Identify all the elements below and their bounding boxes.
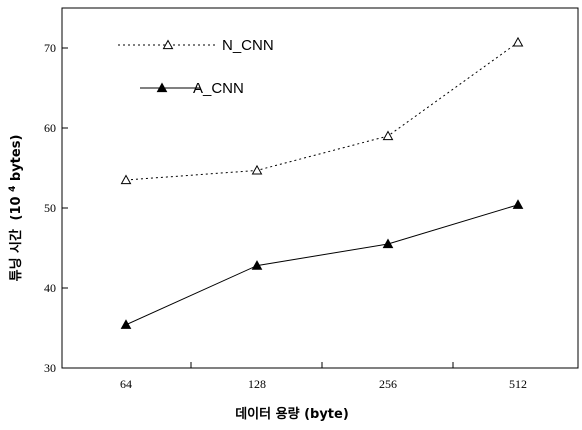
x-ticks: 64 128 256 512: [61, 362, 579, 391]
data-point: [251, 164, 263, 175]
data-point: [512, 199, 524, 209]
series-a-cnn: [120, 199, 524, 329]
data-point: [382, 238, 394, 249]
series-line: [125, 204, 519, 326]
y-axis-title-unit-prefix: (10: [9, 196, 24, 220]
y-tick-label: 30: [44, 361, 56, 375]
y-tick-label: 50: [44, 201, 56, 215]
axes: [61, 7, 579, 369]
y-ticks: 30 40 50 60 70: [44, 41, 68, 375]
legend: N_CNN A_CNN: [118, 37, 274, 97]
y-tick-label: 40: [44, 281, 56, 295]
data-point: [512, 36, 524, 47]
plot-frame: [61, 7, 579, 369]
series-layer: [120, 36, 524, 329]
series-line: [125, 41, 519, 181]
x-tick-label: 128: [248, 377, 266, 391]
data-point: [120, 319, 132, 329]
x-tick-label: 64: [120, 377, 132, 391]
y-axis-title-unit-suffix: bytes): [9, 135, 24, 182]
data-point: [382, 130, 394, 141]
data-point: [120, 174, 132, 185]
y-axis-title-main: 튜닝 시간: [8, 229, 24, 281]
legend-marker: [156, 82, 168, 93]
legend-label: A_CNN: [193, 80, 244, 97]
y-axis-title: 튜닝 시간 (10 4 bytes): [4, 135, 24, 282]
legend-item: A_CNN: [140, 80, 244, 97]
y-tick-label: 70: [44, 41, 56, 55]
legend-item: N_CNN: [118, 37, 274, 54]
y-tick-label: 60: [44, 121, 56, 135]
y-axis-title-unit-exp: 4: [8, 186, 18, 192]
data-point: [251, 260, 263, 270]
legend-label: N_CNN: [222, 37, 274, 54]
series-n-cnn: [120, 36, 524, 185]
x-tick-label: 512: [509, 377, 527, 391]
x-axis-title: 데이터 용량 (byte): [235, 406, 349, 422]
x-tick-label: 256: [379, 377, 397, 391]
legend-marker: [162, 39, 174, 50]
